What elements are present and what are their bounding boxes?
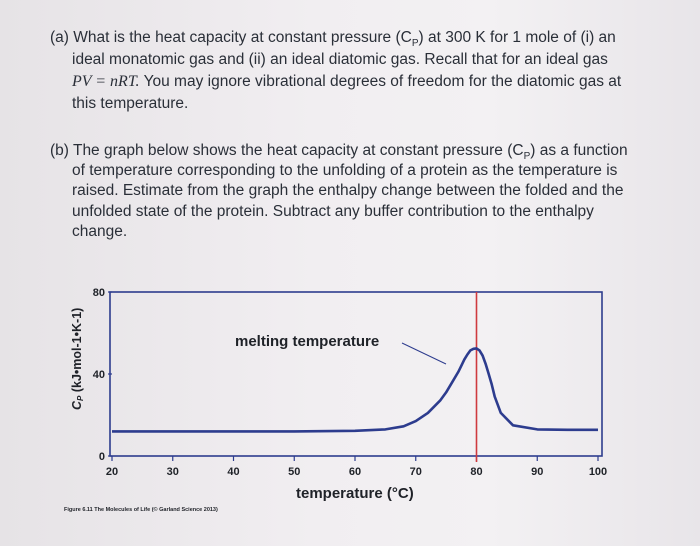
- cp-subscript: P: [523, 151, 531, 163]
- question-b-line-1-tail: ) as a function: [530, 142, 628, 159]
- x-tick-label: 30: [167, 466, 179, 478]
- x-tick-label: 100: [589, 466, 607, 478]
- x-axis-ticks: 20 30 40 50 60 70 80 90 100: [106, 456, 607, 478]
- y-axis-label-units: (kJ•mol-1•K-1): [70, 308, 84, 396]
- x-tick-label: 50: [288, 466, 300, 478]
- question-b-line-1-text: (b) The graph below shows the heat capac…: [50, 142, 524, 159]
- x-tick-label: 40: [227, 466, 239, 478]
- annotation-leader-line: [401, 342, 447, 365]
- y-axis-label-symbol: C: [70, 400, 84, 410]
- question-b-line-5: change.: [72, 223, 128, 240]
- question-a-line-1-tail: ) at 300 K for 1 mole of (i) an: [418, 29, 616, 46]
- question-b-line-4: unfolded state of the protein. Subtract …: [72, 203, 594, 220]
- y-axis-label-subscript: P: [76, 395, 85, 401]
- heat-capacity-curve: [112, 347, 598, 433]
- x-tick-label: 20: [106, 466, 118, 478]
- x-tick-label: 80: [470, 466, 482, 478]
- y-tick-label: 0: [99, 451, 105, 463]
- cp-subscript: P: [411, 38, 419, 50]
- x-axis-label: temperature (°C): [296, 485, 414, 502]
- question-a-line-3-text: You may ignore vibrational degrees of fr…: [143, 73, 622, 90]
- y-axis-label: CP (kJ•mol-1•K-1): [70, 308, 85, 410]
- y-tick-label: 40: [93, 369, 105, 381]
- y-tick-label: 80: [93, 287, 105, 299]
- question-a-line-1: (a) What is the heat capacity at constan…: [50, 28, 616, 54]
- x-tick-label: 90: [531, 466, 543, 478]
- x-tick-label: 70: [410, 466, 422, 478]
- y-axis-ticks: 0 40 80: [93, 287, 112, 463]
- question-b-line-2: of temperature corresponding to the unfo…: [72, 162, 618, 179]
- annotation-label: melting temperature: [235, 333, 379, 350]
- ideal-gas-equation: PV = nRT.: [72, 73, 140, 90]
- question-b-line-1: (b) The graph below shows the heat capac…: [50, 141, 628, 167]
- question-b-line-3: raised. Estimate from the graph the enth…: [72, 182, 624, 199]
- question-a-line-1-text: (a) What is the heat capacity at constan…: [50, 29, 412, 46]
- x-tick-label: 60: [349, 466, 361, 478]
- figure-caption: Figure 6.11 The Molecules of Life (© Gar…: [64, 506, 218, 513]
- question-a-line-4: this temperature.: [72, 95, 189, 112]
- question-a-line-3: PV = nRT. You may ignore vibrational deg…: [72, 72, 621, 92]
- question-a-line-2: ideal monatomic gas and (ii) an ideal di…: [72, 51, 608, 68]
